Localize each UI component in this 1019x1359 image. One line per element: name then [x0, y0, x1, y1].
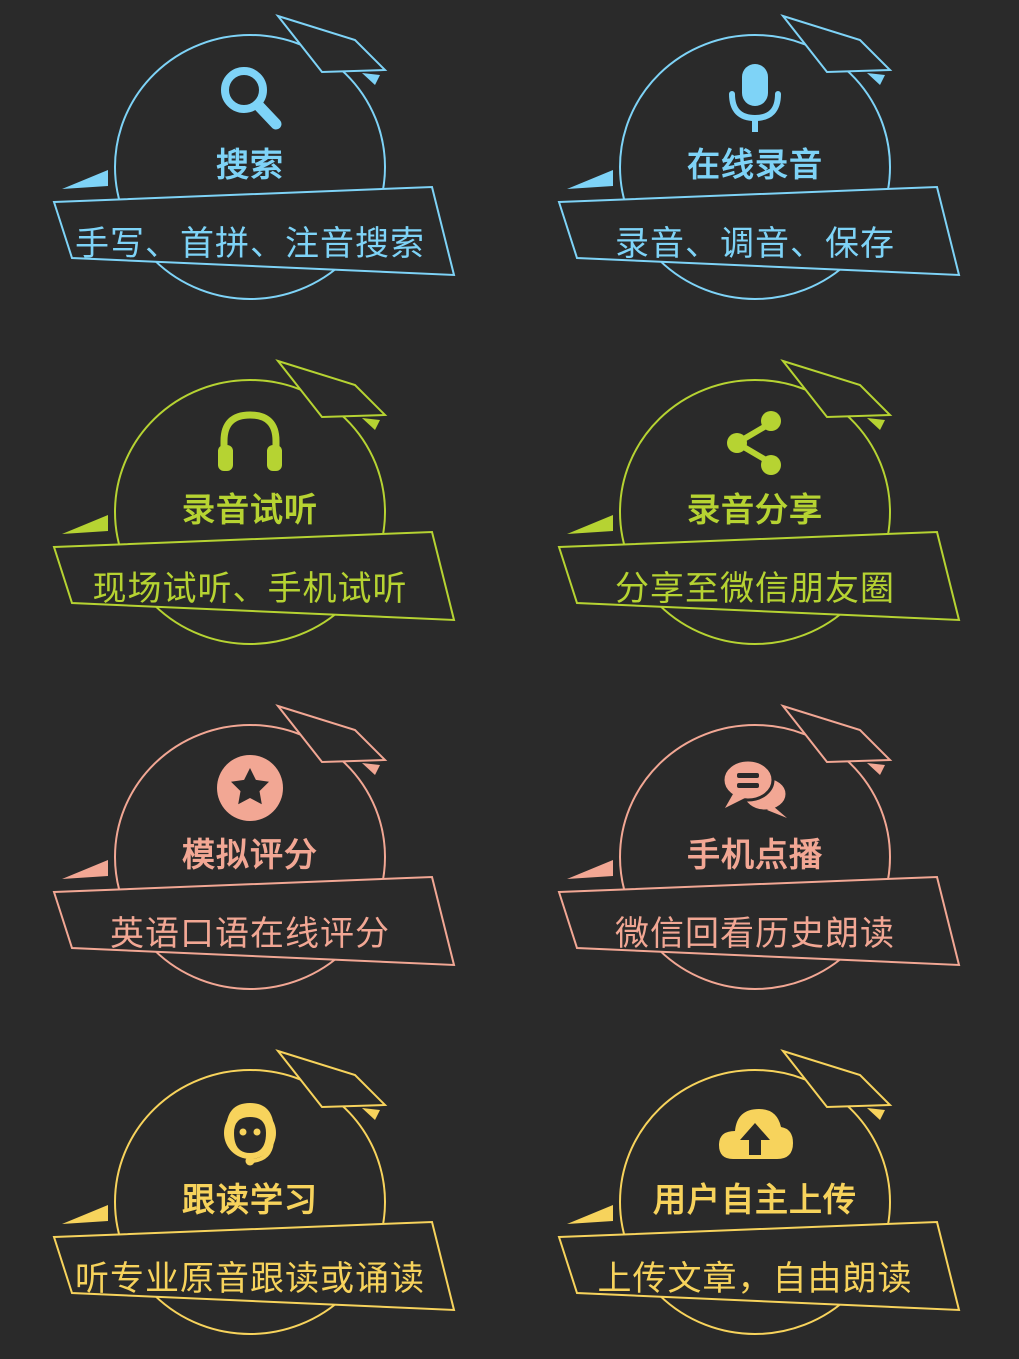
feature-subtitle: 微信回看历史朗读	[615, 914, 895, 954]
feature-title: 模拟评分	[182, 835, 318, 874]
badge-frame	[52, 359, 456, 645]
feature-title: 手机点播	[687, 835, 823, 874]
feature-title: 跟读学习	[182, 1180, 318, 1219]
badge-frame	[557, 704, 961, 990]
search-icon	[210, 58, 290, 138]
feature-title: 搜索	[216, 145, 284, 184]
feature-card-scoring: 模拟评分 英语口语在线评分	[10, 700, 490, 1000]
feature-subtitle: 手写、首拼、注音搜索	[75, 224, 425, 264]
badge-frame	[557, 14, 961, 300]
badge-frame	[52, 704, 456, 990]
star-icon	[210, 748, 290, 828]
feature-subtitle: 英语口语在线评分	[110, 914, 390, 954]
feature-card-upload: 用户自主上传 上传文章，自由朗读	[515, 1045, 995, 1345]
headphones-icon	[210, 403, 290, 483]
feature-card-follow-reading: 跟读学习 听专业原音跟读或诵读	[10, 1045, 490, 1345]
feature-subtitle: 录音、调音、保存	[615, 224, 895, 264]
feature-card-on-demand: 手机点播 微信回看历史朗读	[515, 700, 995, 1000]
cloud-upload-icon	[715, 1093, 795, 1173]
headset-person-icon	[210, 1093, 290, 1173]
share-icon	[715, 403, 795, 483]
badge-frame	[557, 1049, 961, 1335]
feature-subtitle: 现场试听、手机试听	[92, 569, 408, 609]
feature-subtitle: 上传文章，自由朗读	[597, 1259, 913, 1299]
feature-title: 在线录音	[687, 145, 823, 184]
badge-frame	[52, 1049, 456, 1335]
feature-card-search: 搜索 手写、首拼、注音搜索	[10, 10, 490, 310]
feature-card-playback: 录音试听 现场试听、手机试听	[10, 355, 490, 655]
feature-card-recording: 在线录音 录音、调音、保存	[515, 10, 995, 310]
feature-title: 录音分享	[687, 490, 823, 529]
microphone-icon	[715, 58, 795, 138]
badge-frame	[557, 359, 961, 645]
chat-bubbles-icon	[715, 748, 795, 828]
feature-card-share: 录音分享 分享至微信朋友圈	[515, 355, 995, 655]
feature-title: 用户自主上传	[653, 1180, 857, 1219]
feature-subtitle: 听专业原音跟读或诵读	[75, 1259, 425, 1299]
badge-frame	[52, 14, 456, 300]
feature-title: 录音试听	[182, 490, 318, 529]
feature-subtitle: 分享至微信朋友圈	[615, 569, 895, 609]
